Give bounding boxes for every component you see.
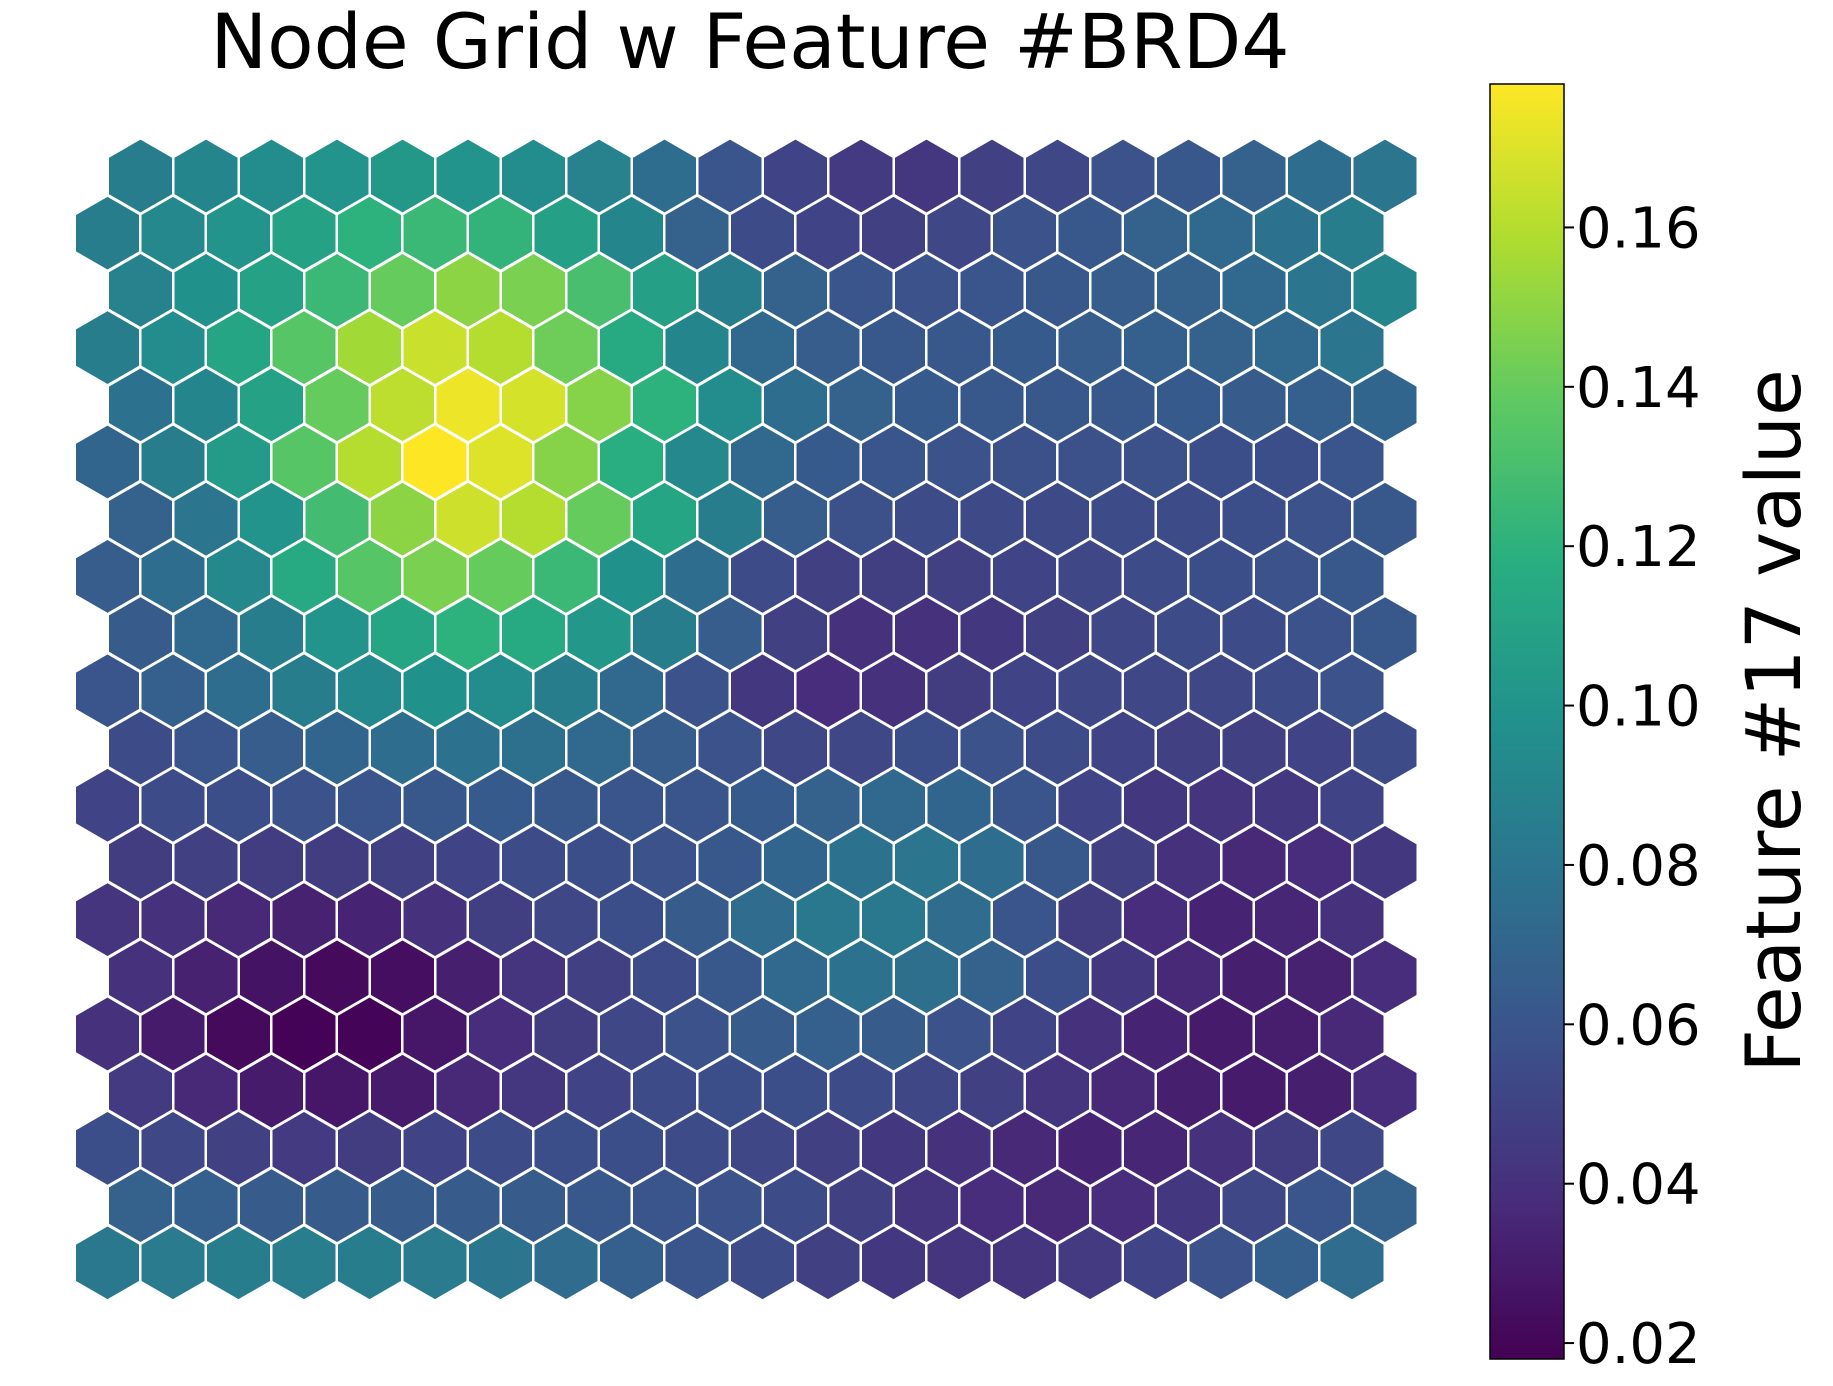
colorbar-tick-label: 0.02 (1576, 1312, 1701, 1377)
colorbar-tick-label: 0.04 (1576, 1153, 1701, 1218)
colorbar-label: Feature #17 value (1729, 369, 1818, 1072)
colorbar-tick-label: 0.14 (1576, 356, 1701, 421)
colorbar-tick-label: 0.10 (1576, 675, 1701, 740)
hex-grid (73, 136, 1419, 1302)
colorbar-tick-label: 0.12 (1576, 515, 1701, 580)
colorbar-tick-label: 0.06 (1576, 993, 1701, 1058)
hex-cell (1318, 1223, 1386, 1302)
colorbar-tick-label: 0.08 (1576, 834, 1701, 899)
colorbar-gradient (1489, 83, 1565, 1360)
colorbar-ticks: 0.02 0.04 0.06 0.08 0.10 0.12 0.14 0.16 (1564, 196, 1701, 1377)
colorbar-tick-label: 0.16 (1576, 196, 1701, 261)
chart-title: Node Grid w Feature #BRD4 (210, 0, 1289, 86)
colorbar: 0.02 0.04 0.06 0.08 0.10 0.12 0.14 0.16 Feature… (1489, 83, 1818, 1377)
